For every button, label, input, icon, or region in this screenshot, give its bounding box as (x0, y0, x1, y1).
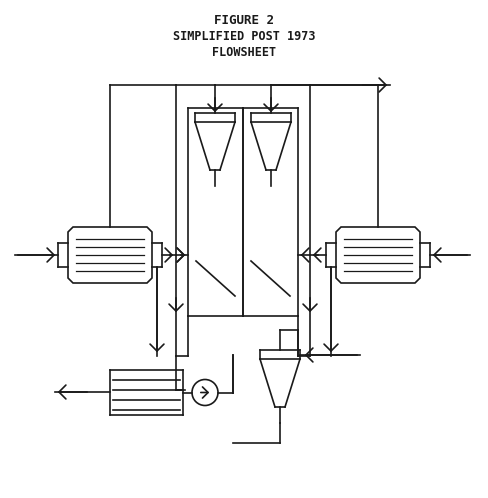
Text: FIGURE 2: FIGURE 2 (214, 14, 274, 27)
Text: FLOWSHEET: FLOWSHEET (212, 46, 276, 59)
Text: SIMPLIFIED POST 1973: SIMPLIFIED POST 1973 (173, 30, 315, 43)
